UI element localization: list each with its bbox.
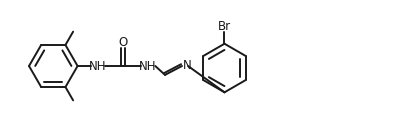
Text: O: O <box>118 36 127 49</box>
Text: NH: NH <box>139 60 157 72</box>
Text: Br: Br <box>218 20 231 33</box>
Text: NH: NH <box>89 60 107 72</box>
Text: N: N <box>183 59 192 72</box>
